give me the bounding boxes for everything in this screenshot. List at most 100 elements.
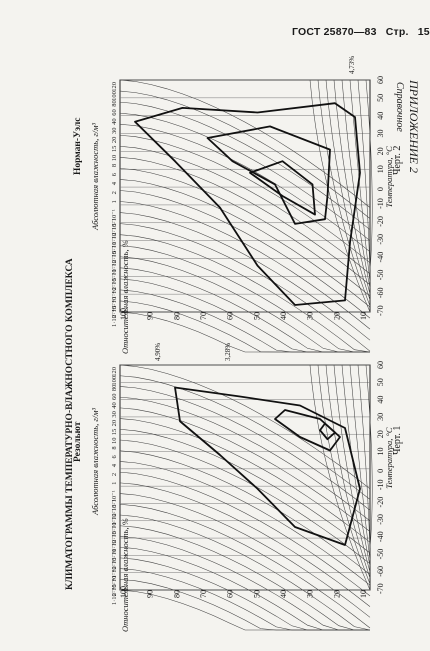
temperature-axis-label: Температура, °С xyxy=(384,427,394,489)
temperature-tick-label: 0 xyxy=(376,469,385,473)
humidity-isoline xyxy=(349,364,371,561)
humidity-isoline xyxy=(357,79,371,277)
rh-tick-label: 60 xyxy=(226,312,235,320)
temperature-tick-label: 40 xyxy=(376,396,385,404)
climatogram-chart-2: -70 -60 -50 -40 -30 -20 -10 0 10 20 30 40 50 60 100 90 8… xyxy=(73,56,403,354)
ah-tick-label: 2·10⁻¹ xyxy=(111,499,118,516)
main-title: КЛИМАТОГРАММЫ ТЕМПЕРАТУРНО-ВЛАЖНОСТНОГО … xyxy=(65,258,75,590)
rh-tick-label: 20 xyxy=(332,590,341,598)
humidity-isoline xyxy=(333,364,371,573)
humidity-isoline xyxy=(365,79,373,271)
humidity-isoline xyxy=(357,364,371,555)
temperature-tick-label: -10 xyxy=(376,198,385,209)
ah-tick-label: 20 xyxy=(111,420,118,427)
ah-tick-label: 2·10⁻⁴ xyxy=(111,300,118,318)
rh-tick-label: 100 xyxy=(119,586,128,598)
humidity-isoline xyxy=(119,418,371,543)
temperature-tick-label: 60 xyxy=(376,361,385,369)
temperature-tick-label: -50 xyxy=(376,270,385,281)
humidity-isoline xyxy=(119,504,371,629)
ah-tick-label: 5·10⁻² xyxy=(111,237,118,254)
humidity-isoline xyxy=(325,364,371,579)
temperature-tick-label: -40 xyxy=(376,252,385,263)
ah-tick-label: 6 xyxy=(111,454,118,458)
rh-tick-label: 80 xyxy=(172,312,181,320)
rh-tick-label: 90 xyxy=(146,312,155,320)
ah-tick-label: 60 xyxy=(111,109,118,116)
humidity-isoline xyxy=(119,190,371,319)
ah-tick-label: 2·10⁻² xyxy=(111,246,118,263)
rh-tick-label: 30 xyxy=(306,312,315,320)
temperature-tick-label: -70 xyxy=(376,583,385,594)
ah-tick-label: 15 xyxy=(111,429,118,436)
chart-annotation: 3,28% xyxy=(224,343,232,361)
humidity-isoline xyxy=(119,525,370,631)
place-name: Резольют xyxy=(73,421,83,462)
rh-tick-label: 60 xyxy=(226,590,235,598)
ah-tick-label: 5·10⁻¹ xyxy=(111,490,118,507)
humidity-isoline xyxy=(119,112,371,241)
ah-tick-label: 2·10⁻³ xyxy=(111,273,118,290)
ah-tick-label: 4 xyxy=(111,463,118,467)
rh-axis-label: Относительная влажность, % xyxy=(120,240,130,354)
humidity-isoline xyxy=(119,450,371,575)
ah-tick-label: 40 xyxy=(111,402,118,409)
humidity-isoline xyxy=(341,364,371,567)
ah-tick-label: 5·10⁻⁴ xyxy=(111,290,118,308)
appendix-block: ПРИЛОЖЕНИЕ 2 Справочное xyxy=(394,79,421,173)
humidity-isoline xyxy=(119,256,370,353)
ah-tick-label: 1·10⁻⁴ xyxy=(111,309,118,327)
ah-tick-label: 120 xyxy=(111,367,118,377)
ah-tick-label: 30 xyxy=(111,127,118,134)
appendix-title: ПРИЛОЖЕНИЕ 2 xyxy=(407,79,421,173)
ah-tick-label: 40 xyxy=(111,118,118,125)
humidity-isoline xyxy=(119,514,371,631)
rh-tick-label: 50 xyxy=(252,312,261,320)
humidity-isoline xyxy=(119,482,371,607)
humidity-isoline xyxy=(119,461,371,586)
temperature-tick-label: -20 xyxy=(376,216,385,227)
humidity-isoline xyxy=(119,386,371,511)
temperature-tick-label: -60 xyxy=(376,287,385,298)
ah-axis-label: Абсолютная влажность, г/м³ xyxy=(90,123,100,231)
ah-tick-label: 2·10⁻⁴ xyxy=(111,578,118,596)
temperature-tick-label: 20 xyxy=(376,147,385,155)
ah-tick-label: 80 xyxy=(111,100,118,107)
humidity-isoline xyxy=(309,79,371,313)
climatogram-loop xyxy=(134,102,361,306)
temperature-tick-label: 30 xyxy=(376,413,385,421)
page-number: 151 xyxy=(417,26,430,38)
humidity-isoline xyxy=(119,234,371,353)
ah-tick-label: 120 xyxy=(111,82,118,92)
rh-tick-label: 40 xyxy=(279,312,288,320)
ah-tick-label: 1·10⁻¹ xyxy=(111,508,118,525)
humidity-isoline xyxy=(309,364,371,591)
climatogram-loop xyxy=(249,160,316,216)
humidity-isoline xyxy=(317,364,371,585)
humidity-isoline xyxy=(119,439,371,565)
humidity-isoline xyxy=(119,589,370,631)
ah-tick-label: 2 xyxy=(111,473,118,476)
figure-caption: Черт. 2 xyxy=(392,146,403,175)
climatogram-loop xyxy=(206,125,331,225)
temperature-tick-label: 0 xyxy=(376,187,385,191)
rh-tick-label: 10 xyxy=(359,590,368,598)
ah-tick-label: 2·10⁻¹ xyxy=(111,218,118,235)
humidity-isoline xyxy=(119,407,371,532)
humidity-isoline xyxy=(119,179,371,308)
humidity-isoline xyxy=(333,79,371,295)
rh-axis-label: Относительная влажность, % xyxy=(120,518,130,632)
ah-tick-label: 2·10⁻² xyxy=(111,526,118,543)
ah-tick-label: 6 xyxy=(111,172,118,176)
rh-tick-label: 70 xyxy=(199,590,208,598)
ah-axis-label: Абсолютная влажность, г/м³ xyxy=(90,408,100,516)
humidity-isoline xyxy=(119,311,370,353)
ah-tick-label: 10 xyxy=(111,155,118,162)
humidity-isoline xyxy=(349,79,371,283)
ah-tick-label: 80 xyxy=(111,385,118,392)
humidity-isoline xyxy=(119,579,370,631)
ah-tick-label: 30 xyxy=(111,411,118,418)
rh-tick-label: 80 xyxy=(172,590,181,598)
